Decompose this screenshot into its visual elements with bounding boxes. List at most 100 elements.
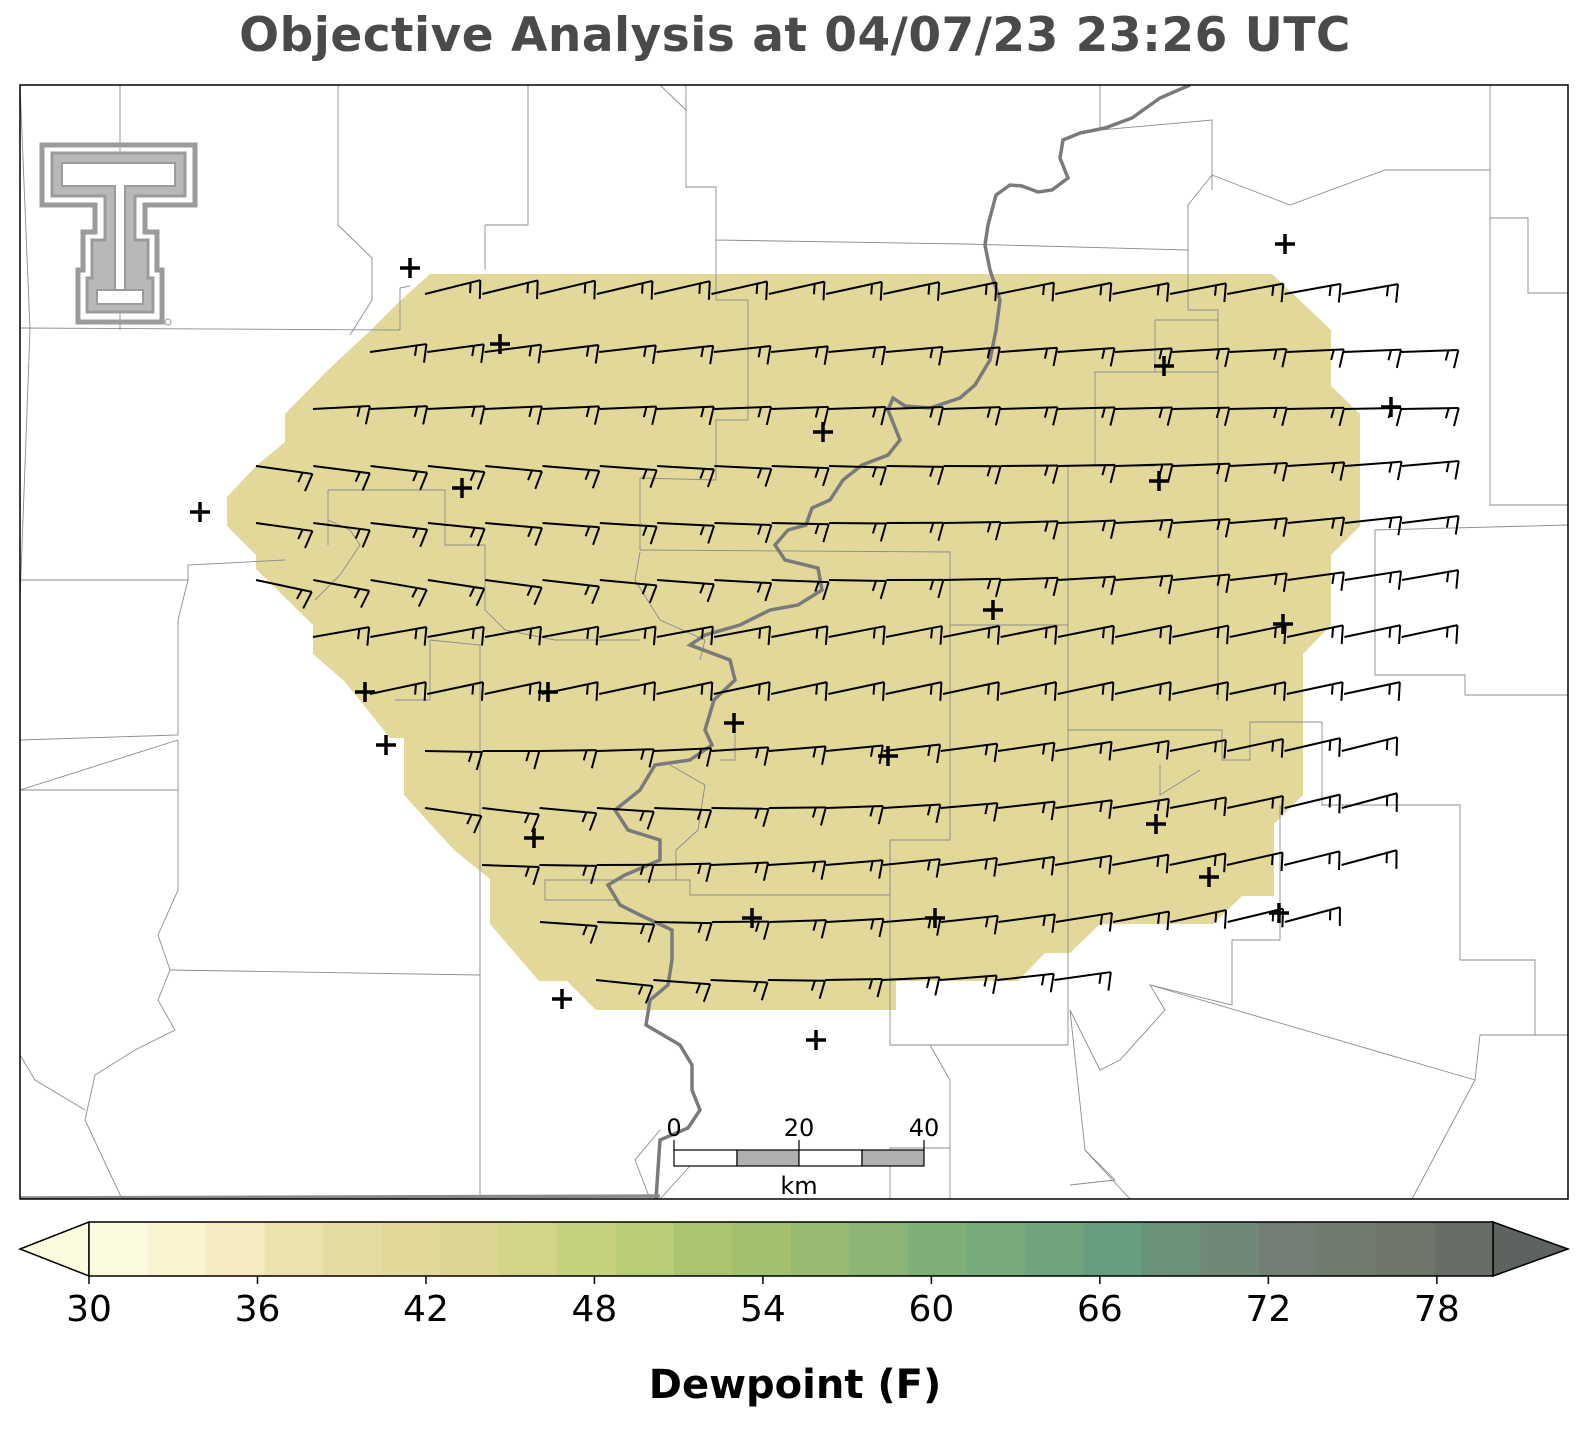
wind-barb xyxy=(1112,853,1170,874)
colorbar-tick-label: 54 xyxy=(740,1289,786,1330)
wind-barb xyxy=(943,406,1002,426)
colorbar-tick-label: 66 xyxy=(1077,1289,1123,1330)
wind-barb xyxy=(713,345,772,365)
wind-barb xyxy=(370,626,428,646)
wind-barb xyxy=(1401,515,1460,535)
wind-barb xyxy=(943,465,1002,485)
wind-barb xyxy=(1172,624,1230,645)
wind-barb xyxy=(1341,792,1398,812)
wind-barb xyxy=(1283,850,1341,871)
wind-barb xyxy=(1287,406,1346,427)
wind-barb xyxy=(882,976,941,996)
southern-state-border xyxy=(20,1194,661,1199)
station-marker xyxy=(1269,903,1289,923)
colorbar-segment xyxy=(440,1222,500,1276)
wind-barb xyxy=(1058,575,1117,596)
dewpoint-field xyxy=(227,274,1360,1010)
colorbar-segment xyxy=(498,1222,558,1276)
wind-barb xyxy=(1169,852,1227,873)
wind-barb xyxy=(482,279,539,300)
station-marker xyxy=(355,682,375,702)
wind-barb xyxy=(539,921,598,944)
wind-barb xyxy=(1226,851,1284,872)
wind-barb xyxy=(1401,569,1460,589)
station-marker xyxy=(452,478,472,498)
wind-barb xyxy=(1000,520,1059,540)
wind-barb xyxy=(654,747,713,767)
wind-barb xyxy=(1229,406,1288,427)
station-markers-layer xyxy=(190,234,1401,1050)
station-marker xyxy=(538,682,558,702)
wind-barb xyxy=(1229,572,1288,592)
colorbar-segment xyxy=(908,1222,968,1276)
station-marker xyxy=(925,908,945,928)
wind-barb xyxy=(595,979,654,1004)
colorbar-segment xyxy=(1376,1222,1436,1276)
wind-barb xyxy=(599,405,658,425)
wind-barb xyxy=(1115,518,1174,539)
wind-barb xyxy=(1287,516,1346,537)
wind-barb xyxy=(599,344,657,364)
wind-barb xyxy=(711,861,770,881)
wind-barb xyxy=(883,803,942,824)
wind-barb xyxy=(542,625,600,646)
wind-barb xyxy=(997,741,1056,762)
wind-barb xyxy=(885,681,943,701)
wind-barb xyxy=(656,405,715,426)
wind-barb xyxy=(996,972,1055,993)
wind-barb xyxy=(1401,460,1460,480)
wind-barb xyxy=(771,579,830,601)
wind-barb xyxy=(1344,348,1403,369)
wind-barb xyxy=(1114,681,1172,701)
wind-barb xyxy=(1057,406,1116,426)
wind-barb xyxy=(1284,737,1342,757)
wind-barb xyxy=(370,465,429,491)
wind-barb xyxy=(771,625,829,645)
wind-barb xyxy=(882,858,941,878)
wind-barb xyxy=(599,465,658,489)
wind-barb xyxy=(1169,796,1227,817)
colorbar-tick-label: 30 xyxy=(66,1289,112,1330)
wind-barb xyxy=(1112,797,1170,818)
wind-barb xyxy=(885,346,944,366)
station-marker xyxy=(742,908,762,928)
wind-barb xyxy=(427,579,486,607)
wind-barb xyxy=(427,681,485,701)
wind-barb xyxy=(1172,573,1231,594)
scale-label-20: 20 xyxy=(784,1114,815,1142)
wind-barb xyxy=(542,579,601,605)
wind-barb xyxy=(768,806,827,826)
scale-label-40: 40 xyxy=(909,1114,940,1142)
wind-barb xyxy=(657,465,715,488)
colorbar-segment xyxy=(264,1222,324,1276)
colorbar-segment xyxy=(849,1222,909,1276)
wind-barb xyxy=(714,465,773,487)
wind-barb xyxy=(1115,406,1174,426)
wind-barb xyxy=(657,522,715,544)
wind-barb xyxy=(885,625,943,645)
colorbar-segment xyxy=(1142,1222,1202,1276)
wind-barb xyxy=(1000,576,1059,597)
wind-barb xyxy=(598,681,656,701)
wind-barb xyxy=(1344,624,1402,644)
wind-barbs-layer xyxy=(255,279,1460,1004)
wind-barb xyxy=(714,522,773,544)
wind-barb xyxy=(826,917,885,938)
wind-barb xyxy=(886,578,945,599)
wind-barb xyxy=(369,343,428,363)
wind-barb xyxy=(770,681,828,701)
wind-barb xyxy=(1055,911,1113,932)
wind-barb xyxy=(768,860,827,880)
wind-barb xyxy=(771,465,830,487)
wind-barb xyxy=(484,625,542,646)
wind-barb xyxy=(599,625,657,646)
station-marker xyxy=(1275,234,1295,254)
wind-barb xyxy=(313,579,371,608)
wind-barb xyxy=(596,807,655,830)
wind-barb xyxy=(482,750,541,770)
station-marker xyxy=(552,989,572,1009)
wind-barb xyxy=(1286,624,1344,645)
wind-barb xyxy=(939,974,998,995)
colorbar-segment xyxy=(966,1222,1026,1276)
